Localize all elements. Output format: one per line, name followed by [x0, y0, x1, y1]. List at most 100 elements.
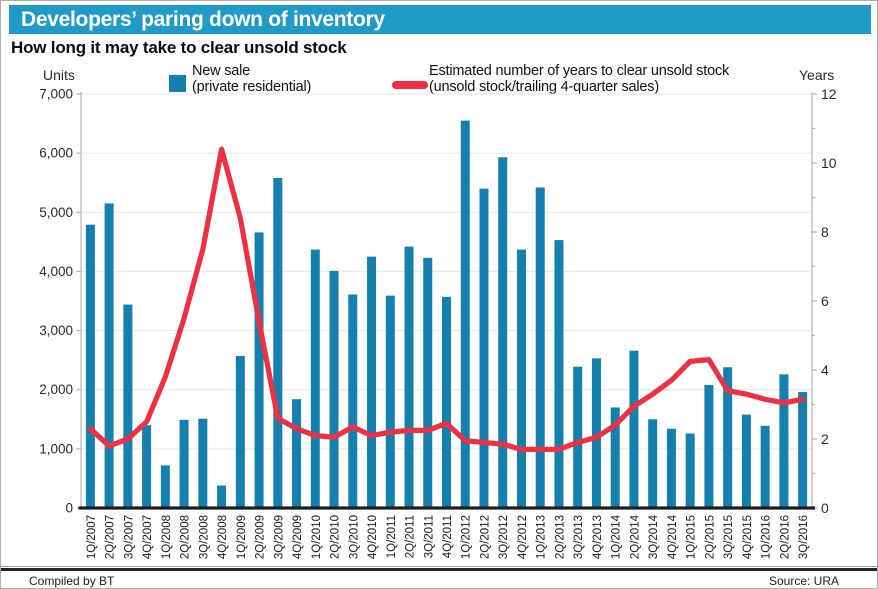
bar: [798, 392, 808, 508]
bar: [610, 407, 620, 508]
x-axis-label: 2Q/2007: [105, 515, 117, 559]
x-axis-label: 4Q/2007: [142, 515, 154, 559]
right-axis-tick-label: 4: [821, 362, 829, 378]
x-axis-label: 2Q/2011: [405, 515, 417, 558]
x-axis-label: 3Q/2008: [198, 515, 210, 559]
bar: [123, 304, 133, 508]
left-axis-tick-label: 7,000: [39, 87, 73, 102]
bar: [741, 414, 751, 508]
right-axis-tick-label: 12: [821, 86, 837, 102]
bar: [348, 294, 358, 508]
right-axis-tick-label: 8: [821, 224, 829, 240]
left-axis-unit-label: Units: [43, 67, 75, 83]
bar: [160, 465, 170, 508]
bar: [292, 399, 302, 508]
bar: [591, 358, 601, 508]
chart-subtitle: How long it may take to clear unsold sto…: [11, 38, 347, 57]
x-axis-label: 1Q/2007: [86, 515, 98, 559]
x-axis-label: 4Q/2009: [292, 515, 304, 559]
bar: [535, 187, 545, 508]
bar: [704, 384, 714, 508]
bar: [779, 374, 789, 508]
x-axis-label: 2Q/2014: [629, 514, 641, 559]
x-axis-label: 3Q/2015: [723, 515, 735, 559]
x-axis-label: 4Q/2008: [217, 515, 229, 559]
x-axis-label: 1Q/2010: [311, 515, 323, 559]
right-axis-unit-label: Years: [799, 67, 835, 83]
left-axis-tick-label: 6,000: [39, 146, 73, 161]
bar: [104, 203, 114, 508]
source-text: Source: URA: [768, 574, 839, 588]
bar: [329, 270, 339, 508]
bar: [760, 425, 770, 508]
x-axis-line: [78, 506, 815, 510]
x-axis-label: 1Q/2015: [686, 515, 698, 559]
bar: [310, 249, 320, 508]
left-axis-tick-label: 3,000: [39, 323, 73, 338]
x-axis-label: 3Q/2012: [498, 515, 510, 559]
x-axis-label: 3Q/2013: [573, 515, 585, 559]
credit-text: Compiled by BT: [29, 574, 115, 588]
right-axis-tick-label: 2: [821, 431, 829, 447]
page-title: Developers’ paring down of inventory: [21, 8, 385, 31]
bar-legend-swatch-icon: [169, 75, 186, 92]
bar-legend-label-line1: New sale: [192, 63, 251, 79]
line-legend-label: Estimated number of years to clear unsol…: [429, 63, 729, 95]
line-legend-label-line1: Estimated number of years to clear unsol…: [429, 63, 730, 79]
x-axis-label: 4Q/2014: [667, 514, 679, 559]
left-axis-tick-label: 0: [65, 501, 73, 516]
bar: [235, 356, 245, 508]
bar: [498, 157, 508, 509]
x-axis-label: 4Q/2013: [592, 515, 604, 559]
x-axis-label: 2Q/2015: [704, 515, 716, 559]
x-axis-label: 3Q/2010: [348, 515, 360, 559]
bar-legend-label-line2: (private residential): [192, 79, 312, 95]
bar: [629, 350, 639, 508]
bar: [516, 249, 526, 508]
footer-rule-thick: [1, 568, 877, 571]
x-axis-label: 3Q/2016: [798, 515, 810, 559]
bar: [423, 257, 433, 508]
right-axis-tick-label: 6: [821, 293, 829, 309]
bar: [554, 240, 564, 508]
x-axis-label: 4Q/2012: [517, 515, 529, 559]
left-axis-tick-label: 4,000: [39, 264, 73, 279]
x-axis-label: 2Q/2016: [779, 515, 791, 559]
bar: [198, 418, 208, 508]
x-axis-label: 4Q/2015: [742, 515, 754, 559]
x-axis-label: 1Q/2013: [536, 515, 548, 559]
bar: [460, 120, 470, 508]
bar: [142, 425, 152, 508]
bar: [254, 232, 264, 508]
trend-line: [87, 146, 806, 452]
x-axis-label: 2Q/2009: [255, 515, 267, 559]
bar: [179, 419, 189, 508]
bar: [648, 419, 658, 508]
x-axis-label: 4Q/2011: [442, 515, 454, 558]
x-axis-label: 1Q/2014: [611, 514, 623, 559]
bar: [442, 296, 451, 508]
x-axis-label: 1Q/2009: [236, 515, 248, 559]
x-axis-label: 1Q/2011: [386, 515, 398, 558]
bar: [367, 256, 377, 508]
right-axis-tick-label: 10: [821, 155, 837, 171]
x-axis-label: 3Q/2007: [123, 515, 135, 559]
bar: [685, 433, 695, 508]
bar: [723, 367, 733, 508]
title-banner: Developers’ paring down of inventory: [9, 5, 871, 34]
line-legend-label-line2: (unsold stock/trailing 4-quarter sales): [429, 79, 659, 95]
bar: [404, 246, 414, 509]
bar-legend-label: New sale (private residential): [192, 63, 311, 95]
bar: [666, 428, 676, 508]
right-axis-tick-label: 0: [821, 500, 829, 516]
x-axis-label: 2Q/2008: [180, 515, 192, 559]
bar: [573, 366, 583, 508]
line-legend-swatch-icon: [392, 81, 428, 89]
bar: [479, 188, 489, 508]
x-axis-label: 1Q/2016: [761, 515, 773, 559]
bar: [85, 224, 95, 508]
x-axis-label: 2Q/2012: [479, 515, 491, 559]
x-axis-label: 1Q/2008: [161, 515, 173, 559]
